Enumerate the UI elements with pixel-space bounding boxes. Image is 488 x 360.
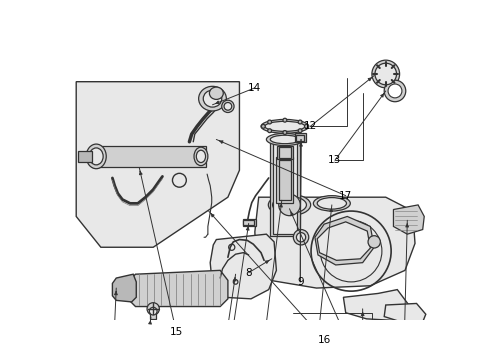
- Polygon shape: [127, 270, 227, 306]
- Bar: [276, 157, 293, 203]
- Text: 15: 15: [169, 327, 183, 337]
- Bar: [277, 145, 292, 159]
- Ellipse shape: [266, 133, 303, 145]
- Ellipse shape: [264, 121, 305, 131]
- Text: 17: 17: [338, 191, 352, 201]
- Ellipse shape: [272, 197, 306, 213]
- Circle shape: [149, 307, 157, 315]
- Polygon shape: [343, 289, 408, 320]
- Circle shape: [278, 194, 300, 216]
- Ellipse shape: [89, 148, 103, 165]
- Ellipse shape: [194, 147, 207, 166]
- Polygon shape: [76, 82, 239, 247]
- Bar: [294, 132, 305, 142]
- Text: 8: 8: [245, 267, 251, 278]
- Circle shape: [371, 60, 399, 88]
- Polygon shape: [384, 303, 425, 322]
- Ellipse shape: [270, 135, 299, 144]
- Circle shape: [298, 120, 302, 124]
- Circle shape: [374, 63, 396, 85]
- Circle shape: [221, 100, 234, 112]
- Ellipse shape: [196, 150, 205, 163]
- Ellipse shape: [209, 87, 223, 99]
- Ellipse shape: [203, 90, 221, 107]
- Polygon shape: [317, 222, 369, 260]
- Circle shape: [298, 129, 302, 132]
- Circle shape: [267, 120, 271, 124]
- Bar: [78, 151, 91, 162]
- Circle shape: [283, 131, 286, 134]
- Text: 9: 9: [296, 277, 303, 287]
- Circle shape: [304, 125, 308, 128]
- Circle shape: [367, 236, 380, 248]
- Polygon shape: [314, 216, 373, 265]
- Circle shape: [384, 80, 405, 102]
- Bar: [91, 145, 205, 167]
- Ellipse shape: [86, 144, 106, 169]
- Polygon shape: [112, 274, 136, 302]
- Circle shape: [293, 230, 308, 245]
- Ellipse shape: [198, 86, 226, 111]
- Bar: [278, 147, 290, 158]
- Bar: [150, 311, 156, 319]
- Ellipse shape: [261, 120, 308, 133]
- Text: 13: 13: [327, 155, 341, 165]
- Polygon shape: [210, 234, 276, 299]
- Circle shape: [296, 233, 305, 242]
- Text: 16: 16: [317, 335, 330, 345]
- Bar: [242, 219, 256, 226]
- Bar: [278, 160, 290, 200]
- Ellipse shape: [317, 198, 346, 209]
- Bar: [243, 220, 254, 225]
- Ellipse shape: [313, 195, 349, 211]
- Circle shape: [283, 118, 286, 122]
- Circle shape: [267, 129, 271, 132]
- Polygon shape: [254, 197, 414, 288]
- Text: 12: 12: [303, 121, 316, 131]
- Ellipse shape: [268, 194, 310, 216]
- Text: 14: 14: [248, 83, 261, 93]
- Circle shape: [261, 125, 264, 128]
- Circle shape: [147, 303, 159, 315]
- Circle shape: [224, 103, 231, 110]
- Circle shape: [387, 84, 401, 98]
- Polygon shape: [393, 205, 424, 234]
- Bar: [272, 138, 297, 234]
- Bar: [296, 135, 304, 141]
- Bar: [270, 136, 299, 236]
